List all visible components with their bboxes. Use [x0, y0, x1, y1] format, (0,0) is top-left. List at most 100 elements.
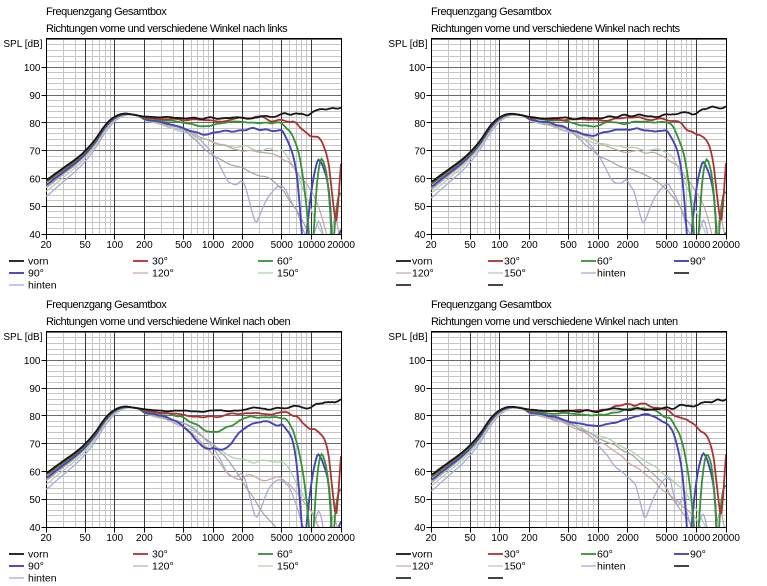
- svg-text:hinten: hinten: [597, 561, 626, 573]
- svg-text:SPL [dB]: SPL [dB]: [388, 332, 427, 343]
- svg-text:vorn: vorn: [28, 549, 49, 561]
- svg-text:50: 50: [414, 202, 426, 213]
- svg-text:10000: 10000: [682, 240, 710, 251]
- svg-text:20000: 20000: [327, 533, 355, 544]
- svg-text:Frequenzgang Gesamtbox: Frequenzgang Gesamtbox: [46, 299, 167, 311]
- svg-text:80: 80: [414, 412, 426, 423]
- svg-text:20: 20: [40, 533, 52, 544]
- svg-text:SPL [dB]: SPL [dB]: [3, 332, 42, 343]
- svg-text:500: 500: [560, 240, 577, 251]
- svg-text:50: 50: [80, 240, 92, 251]
- svg-text:10000: 10000: [297, 240, 325, 251]
- svg-text:5000: 5000: [656, 240, 679, 251]
- svg-text:50: 50: [465, 533, 477, 544]
- svg-text:100: 100: [409, 63, 426, 74]
- svg-text:120°: 120°: [152, 268, 174, 280]
- svg-text:150°: 150°: [277, 561, 299, 573]
- svg-text:1000: 1000: [587, 240, 610, 251]
- svg-text:50: 50: [29, 495, 41, 506]
- svg-text:60°: 60°: [277, 549, 293, 561]
- svg-text:30°: 30°: [152, 549, 168, 561]
- svg-text:80: 80: [29, 119, 41, 130]
- svg-text:1000: 1000: [587, 533, 610, 544]
- svg-text:120°: 120°: [412, 561, 434, 573]
- svg-text:30°: 30°: [504, 256, 520, 268]
- svg-text:90: 90: [29, 91, 41, 102]
- svg-text:40: 40: [29, 523, 41, 534]
- svg-text:60°: 60°: [597, 549, 613, 561]
- svg-text:50: 50: [414, 495, 426, 506]
- svg-text:hinten: hinten: [28, 280, 57, 292]
- svg-text:500: 500: [175, 533, 192, 544]
- svg-text:80: 80: [29, 412, 41, 423]
- svg-text:100: 100: [106, 533, 123, 544]
- svg-text:20: 20: [40, 240, 52, 251]
- svg-text:20000: 20000: [712, 240, 740, 251]
- svg-text:100: 100: [24, 63, 41, 74]
- svg-text:150°: 150°: [277, 268, 299, 280]
- svg-text:60: 60: [414, 467, 426, 478]
- svg-text:Richtungen vorne und verschied: Richtungen vorne und verschiedene Winkel…: [431, 23, 681, 35]
- svg-text:20: 20: [425, 240, 437, 251]
- svg-text:120°: 120°: [412, 268, 434, 280]
- svg-text:1000: 1000: [202, 533, 225, 544]
- svg-text:2000: 2000: [232, 533, 255, 544]
- svg-text:Richtungen vorne und verschied: Richtungen vorne und verschiedene Winkel…: [46, 316, 290, 328]
- svg-text:90°: 90°: [690, 256, 706, 268]
- svg-text:40: 40: [414, 523, 426, 534]
- svg-text:30°: 30°: [152, 256, 168, 268]
- svg-text:10000: 10000: [682, 533, 710, 544]
- svg-text:60: 60: [414, 174, 426, 185]
- svg-text:500: 500: [560, 533, 577, 544]
- svg-text:90: 90: [29, 384, 41, 395]
- svg-text:90: 90: [414, 91, 426, 102]
- svg-text:Frequenzgang Gesamtbox: Frequenzgang Gesamtbox: [431, 299, 552, 311]
- svg-text:1000: 1000: [202, 240, 225, 251]
- svg-text:200: 200: [136, 240, 153, 251]
- svg-text:90°: 90°: [28, 268, 44, 280]
- svg-text:150°: 150°: [504, 561, 526, 573]
- svg-text:20: 20: [425, 533, 437, 544]
- svg-text:10000: 10000: [297, 533, 325, 544]
- svg-text:200: 200: [521, 533, 538, 544]
- svg-text:Richtungen vorne und verschied: Richtungen vorne und verschiedene Winkel…: [46, 23, 288, 35]
- svg-text:20000: 20000: [712, 533, 740, 544]
- svg-text:100: 100: [106, 240, 123, 251]
- svg-text:90: 90: [414, 384, 426, 395]
- svg-text:90°: 90°: [690, 549, 706, 561]
- svg-text:70: 70: [414, 147, 426, 158]
- svg-text:SPL [dB]: SPL [dB]: [3, 39, 42, 50]
- svg-text:70: 70: [414, 440, 426, 451]
- svg-text:50: 50: [29, 202, 41, 213]
- svg-text:200: 200: [136, 533, 153, 544]
- svg-text:30°: 30°: [504, 549, 520, 561]
- svg-text:150°: 150°: [504, 268, 526, 280]
- svg-text:Frequenzgang Gesamtbox: Frequenzgang Gesamtbox: [431, 6, 552, 18]
- svg-text:2000: 2000: [617, 533, 640, 544]
- svg-text:2000: 2000: [617, 240, 640, 251]
- svg-text:100: 100: [491, 533, 508, 544]
- svg-text:100: 100: [24, 356, 41, 367]
- svg-text:70: 70: [29, 440, 41, 451]
- svg-text:5000: 5000: [271, 240, 294, 251]
- svg-text:40: 40: [29, 230, 41, 241]
- svg-text:20000: 20000: [327, 240, 355, 251]
- svg-text:80: 80: [414, 119, 426, 130]
- svg-text:70: 70: [29, 147, 41, 158]
- svg-text:hinten: hinten: [28, 573, 57, 585]
- svg-text:hinten: hinten: [597, 268, 626, 280]
- svg-text:5000: 5000: [271, 533, 294, 544]
- svg-text:40: 40: [414, 230, 426, 241]
- svg-text:Frequenzgang Gesamtbox: Frequenzgang Gesamtbox: [46, 6, 167, 18]
- svg-text:Richtungen vorne und verschied: Richtungen vorne und verschiedene Winkel…: [431, 316, 678, 328]
- svg-text:100: 100: [491, 240, 508, 251]
- svg-text:vorn: vorn: [28, 256, 49, 268]
- svg-text:2000: 2000: [232, 240, 255, 251]
- svg-text:500: 500: [175, 240, 192, 251]
- svg-text:60°: 60°: [597, 256, 613, 268]
- svg-text:60: 60: [29, 467, 41, 478]
- svg-text:60: 60: [29, 174, 41, 185]
- svg-text:60°: 60°: [277, 256, 293, 268]
- svg-text:200: 200: [521, 240, 538, 251]
- svg-text:50: 50: [465, 240, 477, 251]
